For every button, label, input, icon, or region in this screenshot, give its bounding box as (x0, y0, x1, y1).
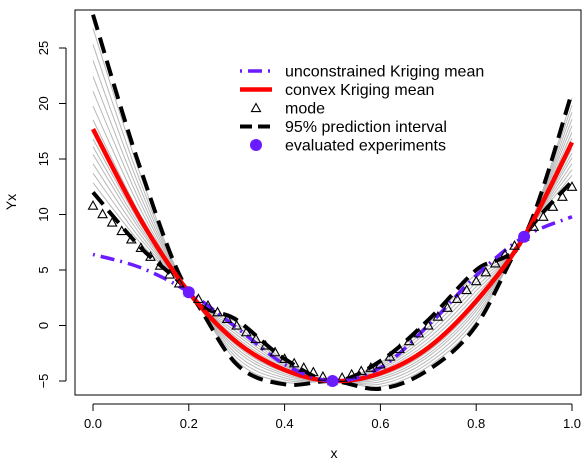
mode-marker (470, 275, 482, 286)
mode-marker (432, 310, 444, 321)
mode-marker (403, 335, 415, 346)
mode-marker (269, 346, 281, 357)
series-markers (87, 181, 578, 387)
mode-marker (374, 358, 386, 369)
mode-marker (97, 208, 109, 219)
mode-marker (384, 350, 396, 361)
mode-marker (307, 366, 319, 377)
mode-marker (164, 268, 176, 279)
mode-marker (106, 216, 118, 227)
plot-box (74, 9, 582, 396)
mode-marker (125, 233, 137, 244)
legend-swatch-mode (250, 102, 262, 113)
y-tick-label: 5 (36, 266, 51, 273)
mode-marker (154, 259, 166, 270)
mode-marker (116, 225, 128, 236)
sample-path-12 (92, 60, 573, 382)
mode-marker (365, 362, 377, 372)
mode-marker (528, 221, 540, 231)
x-tick-label: 0.4 (276, 416, 294, 431)
mode-marker (192, 293, 204, 304)
mode-marker (480, 266, 492, 277)
mode-marker (451, 293, 463, 304)
mode-marker (537, 211, 549, 221)
mode-marker (489, 257, 501, 268)
mode-marker (135, 242, 147, 252)
mode-marker (442, 302, 453, 312)
x-tick-label: 0.0 (84, 416, 102, 431)
mode-marker (394, 343, 405, 353)
x-tick-label: 0.2 (180, 416, 198, 431)
legend-label-interval: 95% prediction interval (285, 119, 447, 136)
y-tick-label: 10 (36, 207, 51, 221)
mode-marker (279, 353, 291, 363)
y-tick-label: 20 (36, 96, 51, 110)
prediction-interval-lower-line (91, 179, 574, 391)
mode-marker (231, 319, 243, 330)
y-tick-label: 0 (36, 322, 51, 329)
legend-label-convex: convex Kriging mean (285, 82, 434, 99)
x-tick-label: 1.0 (563, 416, 581, 431)
x-tick-label: 0.6 (371, 416, 389, 431)
evaluated-point (182, 286, 195, 299)
mode-marker (240, 326, 252, 337)
mode-marker (556, 191, 568, 201)
legend-label-unconstrained: unconstrained Kriging mean (285, 64, 484, 81)
mode-marker (547, 201, 559, 211)
mode-marker (87, 199, 99, 210)
mode-marker (336, 372, 348, 382)
y-tick-label: 25 (36, 41, 51, 55)
evaluated-point (518, 230, 531, 243)
mode-marker (173, 277, 185, 288)
mode-marker (288, 357, 300, 368)
mode-marker (461, 284, 473, 295)
mode-marker (422, 319, 434, 330)
mode-marker (317, 370, 329, 381)
mode-marker (221, 313, 233, 323)
mode-marker (250, 333, 262, 343)
y-tick-label: −5 (36, 374, 51, 389)
mode-marker (145, 251, 156, 261)
mode-marker (355, 365, 367, 376)
mode-marker (260, 339, 271, 350)
x-tick-label: 0.8 (467, 416, 485, 431)
mode-marker (202, 299, 214, 310)
mode-marker (298, 362, 310, 372)
x-axis-title: x (331, 445, 338, 461)
mode-marker (499, 248, 511, 259)
legend-label-mode: mode (285, 101, 325, 118)
legend-swatch-evaluated (250, 139, 262, 151)
y-axis-title: Yx (3, 194, 19, 210)
mode-marker (509, 239, 520, 250)
legend-label-evaluated: evaluated experiments (285, 138, 446, 155)
mode-marker (212, 306, 223, 317)
axes: 0.0 0.2 0.4 0.6 0.8 1.0 −5 0 5 10 15 20 25 (36, 41, 581, 431)
mode-marker (566, 181, 578, 191)
mode-marker (346, 368, 358, 379)
mode-marker (413, 327, 425, 338)
y-tick-label: 15 (36, 152, 51, 166)
evaluated-point (326, 375, 339, 387)
